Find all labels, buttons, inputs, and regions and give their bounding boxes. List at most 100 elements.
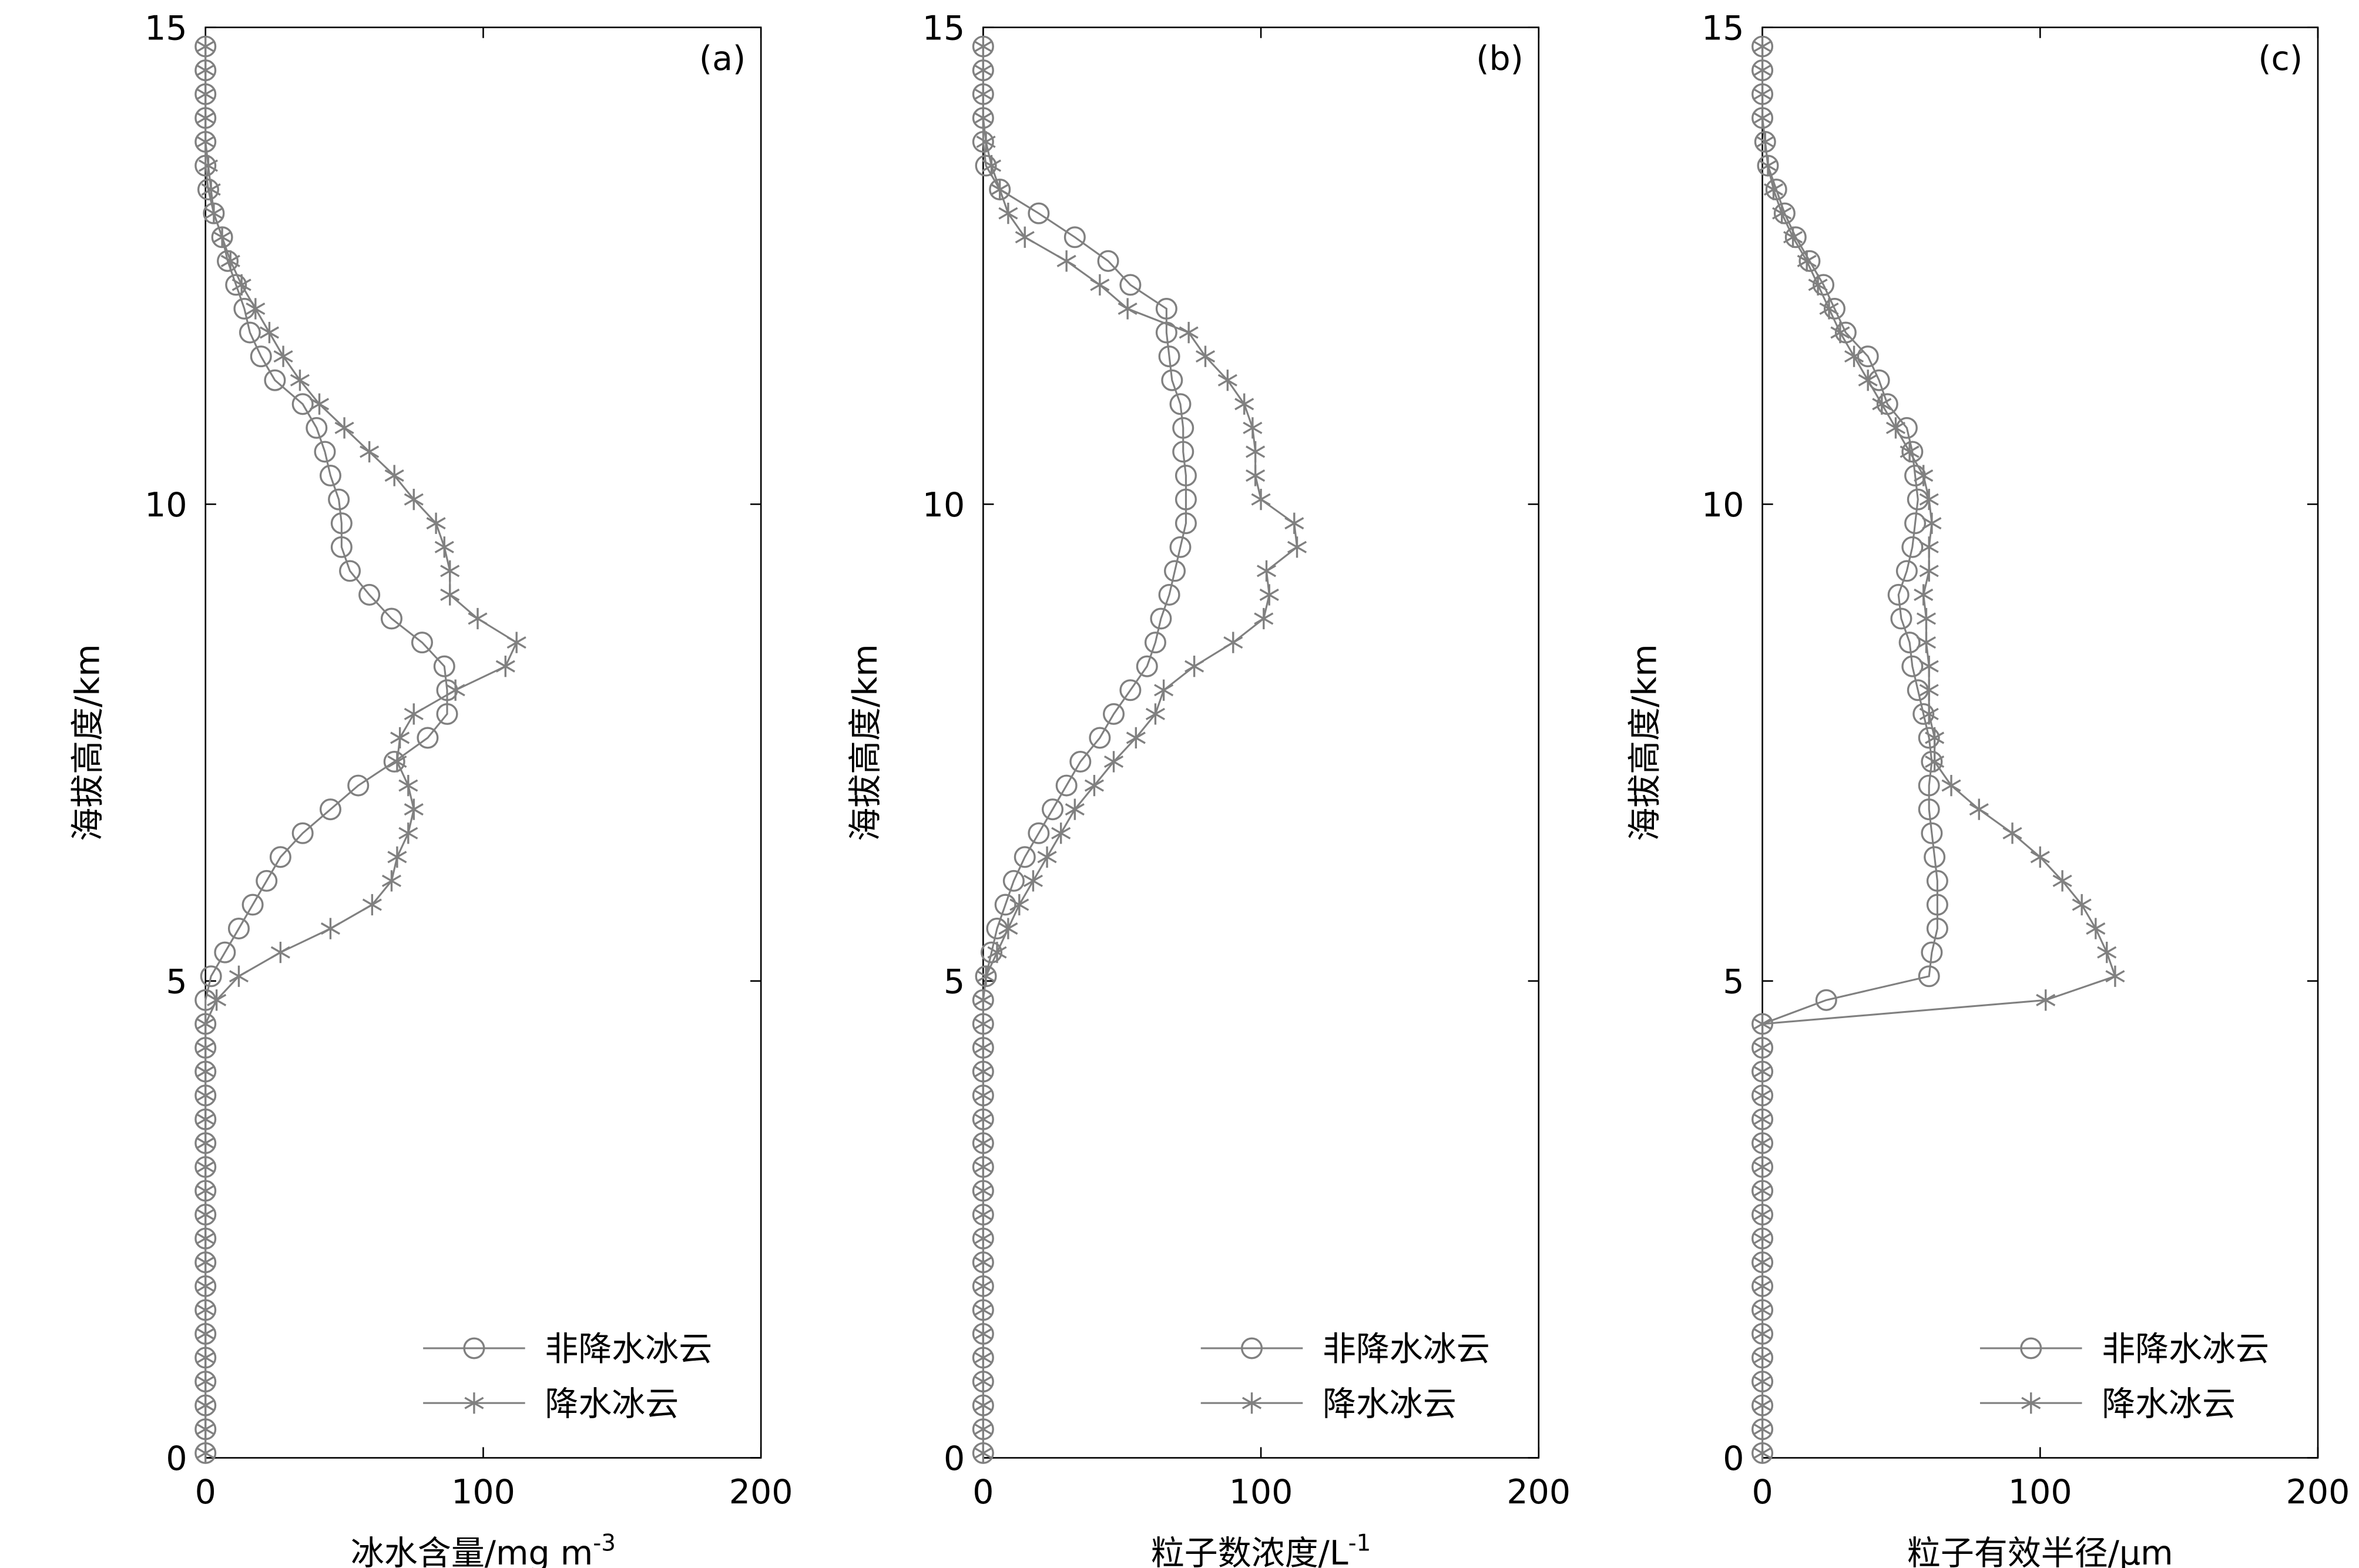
data-point: [1056, 250, 1076, 272]
data-point: [1753, 1299, 1773, 1321]
y-axis-label: 海拔高度/km: [846, 644, 885, 841]
data-point: [398, 774, 418, 797]
data-point: [1900, 441, 1920, 463]
data-point: [241, 894, 264, 916]
data-point: [334, 417, 354, 439]
x-tick-label: 200: [1506, 1473, 1571, 1512]
data-point: [1256, 560, 1277, 582]
data-point: [2105, 965, 2125, 987]
data-point: [1969, 798, 1989, 820]
legend-marker: [2021, 1392, 2041, 1414]
data-point: [1753, 35, 1773, 58]
data-point: [973, 1180, 993, 1202]
data-point: [1830, 321, 1850, 344]
y-tick-label: 0: [1723, 1439, 1744, 1478]
data-point: [196, 1084, 216, 1106]
data-point: [196, 1180, 216, 1202]
data-point: [1753, 1347, 1773, 1369]
data-point: [1150, 607, 1172, 630]
data-point: [291, 393, 314, 415]
data-point: [1857, 345, 1879, 368]
data-point: [204, 203, 224, 224]
data-point: [1753, 1156, 1773, 1178]
data-point: [436, 703, 458, 725]
data-point: [994, 894, 1016, 916]
data-point: [1753, 1395, 1773, 1416]
data-point: [1819, 298, 1839, 320]
data-point: [1009, 894, 1029, 916]
data-point: [196, 1347, 216, 1369]
legend-label: 非降水冰云: [545, 1330, 712, 1369]
data-point: [1844, 345, 1864, 367]
data-point: [320, 918, 341, 939]
series-line: [204, 46, 518, 1453]
legend-label: 降水冰云: [545, 1385, 679, 1423]
data-point: [1158, 583, 1180, 606]
data-point: [1037, 846, 1057, 868]
data-point: [306, 417, 328, 439]
data-point: [246, 298, 266, 320]
data-point: [1783, 226, 1803, 248]
data-point: [1246, 441, 1266, 463]
data-point: [1901, 441, 1924, 463]
data-point: [973, 1442, 993, 1464]
data-point: [1919, 703, 1939, 725]
data-point: [973, 1156, 993, 1178]
data-point: [1055, 774, 1078, 797]
data-point: [1015, 226, 1035, 248]
data-point: [1169, 536, 1192, 558]
data-point: [1918, 727, 1940, 749]
data-point: [975, 155, 997, 177]
y-tick-label: 5: [1723, 963, 1744, 1002]
data-point: [1753, 1371, 1773, 1392]
data-point: [411, 632, 433, 654]
data-point: [1753, 1013, 1773, 1035]
data-point: [231, 274, 251, 296]
data-point: [1918, 798, 1940, 821]
data-point: [1926, 918, 1948, 940]
data-point: [1118, 298, 1137, 320]
data-point: [1753, 83, 1773, 105]
data-point: [973, 1204, 993, 1225]
data-point: [1924, 846, 1946, 868]
data-point: [973, 1227, 993, 1250]
y-axis-label: 海拔高度/km: [1625, 644, 1664, 841]
data-point: [1916, 607, 1937, 630]
data-point: [973, 1013, 993, 1035]
data-point: [250, 345, 272, 368]
data-point: [1069, 750, 1092, 773]
data-point: [196, 35, 216, 58]
data-point: [1798, 250, 1821, 272]
data-point: [362, 894, 382, 916]
data-point: [1155, 321, 1177, 344]
data-point: [1918, 774, 1940, 797]
data-point: [1234, 393, 1254, 415]
data-point: [1763, 179, 1784, 200]
data-point: [264, 369, 286, 391]
data-point: [1284, 512, 1304, 534]
data-point: [973, 83, 993, 105]
data-point: [2086, 918, 2106, 939]
data-point: [1169, 393, 1192, 415]
data-point: [987, 942, 1007, 963]
data-point: [1914, 584, 1934, 606]
data-point: [404, 703, 424, 725]
data-point: [1895, 560, 1918, 582]
data-point: [1901, 536, 1924, 558]
data-point: [2052, 870, 2072, 892]
data-point: [1753, 1109, 1773, 1130]
data-point: [339, 560, 361, 582]
data-point: [1925, 751, 1945, 773]
data-point: [1243, 417, 1263, 439]
data-point: [1887, 583, 1910, 606]
data-point: [1753, 59, 1773, 81]
x-axis-label-text: 粒子数浓度/L: [1151, 1534, 1348, 1568]
series-line: [982, 46, 1298, 1453]
data-point: [270, 942, 290, 963]
data-point: [404, 488, 424, 511]
data-point: [380, 607, 402, 630]
data-point: [434, 536, 454, 558]
data-point: [330, 536, 353, 558]
data-point: [1919, 656, 1939, 677]
data-point: [319, 465, 341, 487]
